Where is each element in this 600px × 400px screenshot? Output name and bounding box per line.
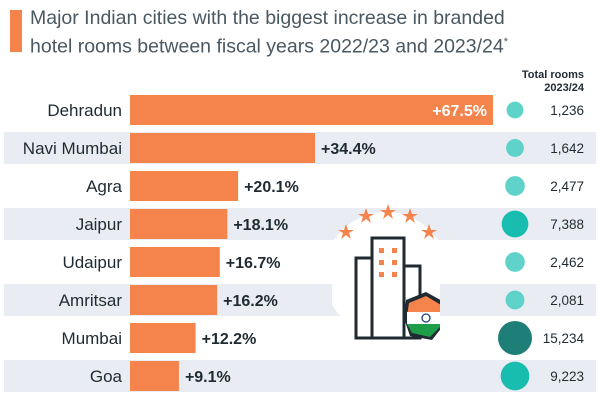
bar (130, 247, 220, 277)
category-label: Agra (86, 177, 122, 196)
title-line-2-text: hotel rooms between fiscal years 2022/23… (30, 35, 504, 58)
total-rooms-header: Total rooms 2023/24 (500, 69, 584, 95)
building-windows (379, 248, 397, 277)
bar-value-label: +20.1% (244, 179, 299, 196)
total-rooms-header-line-1: Total rooms (521, 69, 584, 81)
bar-value-label: +16.7% (226, 255, 281, 272)
bar (130, 133, 315, 163)
category-label: Mumbai (62, 329, 122, 348)
row-band (4, 208, 596, 240)
total-rooms-dot (506, 139, 524, 157)
total-rooms-header-line-2: 2023/24 (544, 82, 584, 94)
bar (130, 209, 228, 239)
bar-value-label: +9.1% (185, 369, 231, 386)
india-flag-icon (404, 292, 440, 340)
category-label: Navi Mumbai (23, 139, 122, 158)
title-line-2: hotel rooms between fiscal years 2022/23… (30, 30, 590, 59)
total-rooms-value: 1,236 (550, 103, 584, 118)
bar (130, 361, 179, 391)
bar (130, 285, 218, 315)
bar (130, 171, 239, 201)
total-rooms-dot (498, 321, 532, 355)
bar-value-label: +67.5% (432, 103, 487, 120)
star-icon (358, 208, 374, 223)
title-footnote-mark: * (503, 36, 509, 48)
star-icon (421, 224, 437, 239)
bar-value-label: +12.2% (202, 331, 257, 348)
star-icon (380, 204, 396, 219)
total-rooms-dot (505, 252, 525, 272)
category-label: Dehradun (47, 101, 122, 120)
title-line-1: Major Indian cities with the biggest inc… (30, 7, 505, 29)
total-rooms-value: 2,081 (550, 293, 584, 308)
chart-title: Major Indian cities with the biggest inc… (30, 6, 590, 59)
bar-value-label: +34.4% (321, 141, 376, 158)
star-icons (338, 204, 437, 239)
total-rooms-value: 9,223 (550, 369, 584, 384)
total-rooms-value: 15,234 (543, 331, 585, 346)
total-rooms-dot (506, 101, 524, 119)
hotel-illustration (332, 204, 440, 340)
total-rooms-dot (501, 210, 529, 238)
row-band (4, 360, 596, 392)
total-rooms-dot (505, 176, 525, 196)
category-label: Amritsar (59, 291, 123, 310)
total-rooms-value: 1,642 (550, 141, 584, 156)
star-icon (338, 224, 354, 239)
total-rooms-value: 7,388 (550, 217, 584, 232)
total-rooms-dot (505, 290, 525, 310)
category-label: Goa (90, 367, 123, 386)
category-label: Jaipur (76, 215, 123, 234)
star-icon (402, 208, 418, 223)
row-band (4, 284, 596, 316)
total-rooms-value: 2,462 (550, 255, 584, 270)
bar-value-label: +16.2% (223, 293, 278, 310)
category-label: Udaipur (62, 253, 122, 272)
bar (130, 323, 196, 353)
title-accent-bar (10, 10, 22, 52)
total-rooms-value: 2,477 (550, 179, 584, 194)
total-rooms-dot (500, 361, 530, 391)
bar (130, 95, 493, 125)
bar-value-label: +18.1% (233, 217, 288, 234)
